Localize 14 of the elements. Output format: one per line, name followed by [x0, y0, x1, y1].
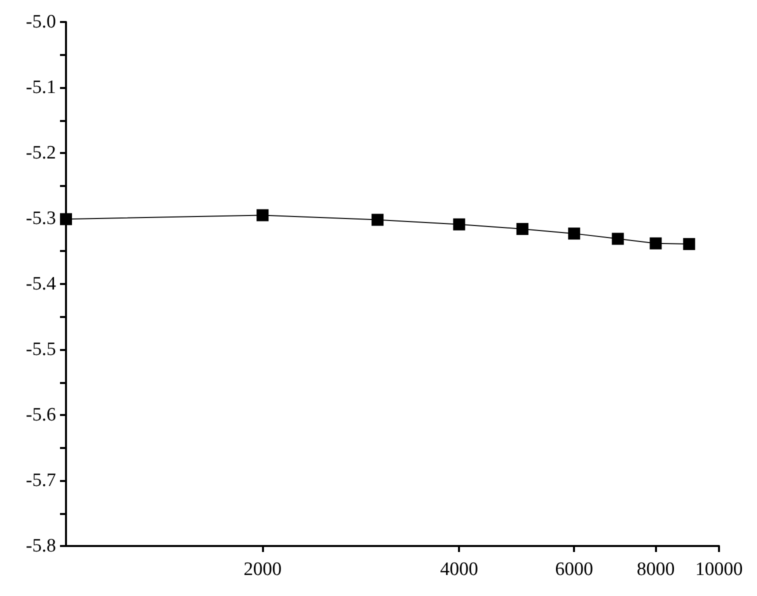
y-tick-label: -5.2: [26, 142, 56, 164]
y-tick-label: -5.7: [26, 470, 56, 491]
y-tick-label: -5.3: [26, 208, 56, 229]
y-tick-label: -5.1: [26, 77, 56, 98]
y-tick-label: -5.5: [26, 339, 56, 360]
y-tick-label: -5.4: [26, 274, 56, 294]
y-tick-label: -5.6: [26, 404, 56, 426]
x-tick-label: 6000: [555, 559, 594, 580]
x-tick-label: 2000: [244, 559, 282, 580]
y-tick-label: -5.8: [26, 536, 56, 556]
x-tick-label: 10000: [695, 559, 743, 580]
y-tick-label: -5.0: [26, 12, 56, 32]
x-tick-label: 4000: [440, 559, 478, 580]
x-tick-label: 8000: [636, 559, 675, 580]
